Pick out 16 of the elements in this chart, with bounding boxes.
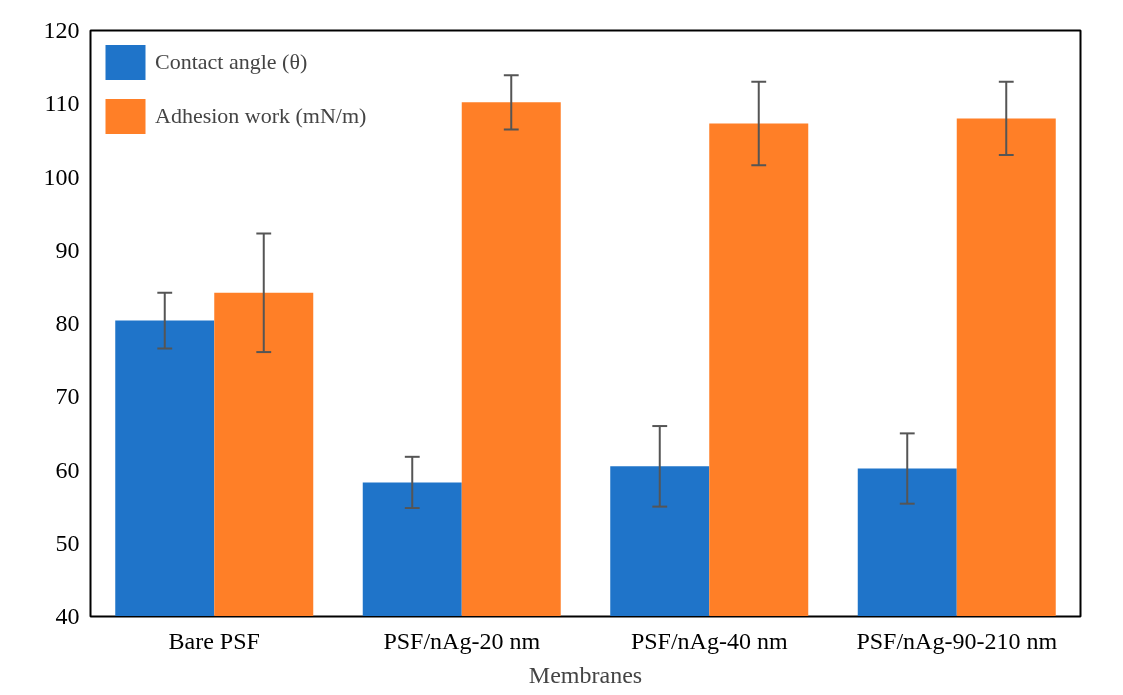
y-tick-label: 70 (55, 383, 80, 410)
y-tick-label: 50 (55, 529, 80, 556)
x-tick-label: Bare PSF (168, 627, 260, 654)
y-tick-label: 60 (55, 456, 80, 483)
y-tick-label: 110 (44, 90, 80, 117)
y-tick-label: 100 (43, 163, 80, 190)
x-axis-title: Membranes (528, 661, 643, 688)
y-tick-label: 80 (55, 310, 80, 336)
y-tick-label: 90 (55, 236, 80, 263)
y-tick-label: 120 (43, 17, 80, 43)
legend-label: Contact angle (θ) (155, 49, 308, 75)
legend-label: Adhesion work (mN/m) (155, 103, 367, 129)
x-tick-label: PSF/nAg-20 nm (383, 627, 541, 654)
x-tick-label: PSF/nAg-90-210 nm (856, 627, 1058, 654)
x-tick-label: PSF/nAg-40 nm (630, 627, 788, 654)
y-tick-label: 40 (55, 603, 80, 629)
